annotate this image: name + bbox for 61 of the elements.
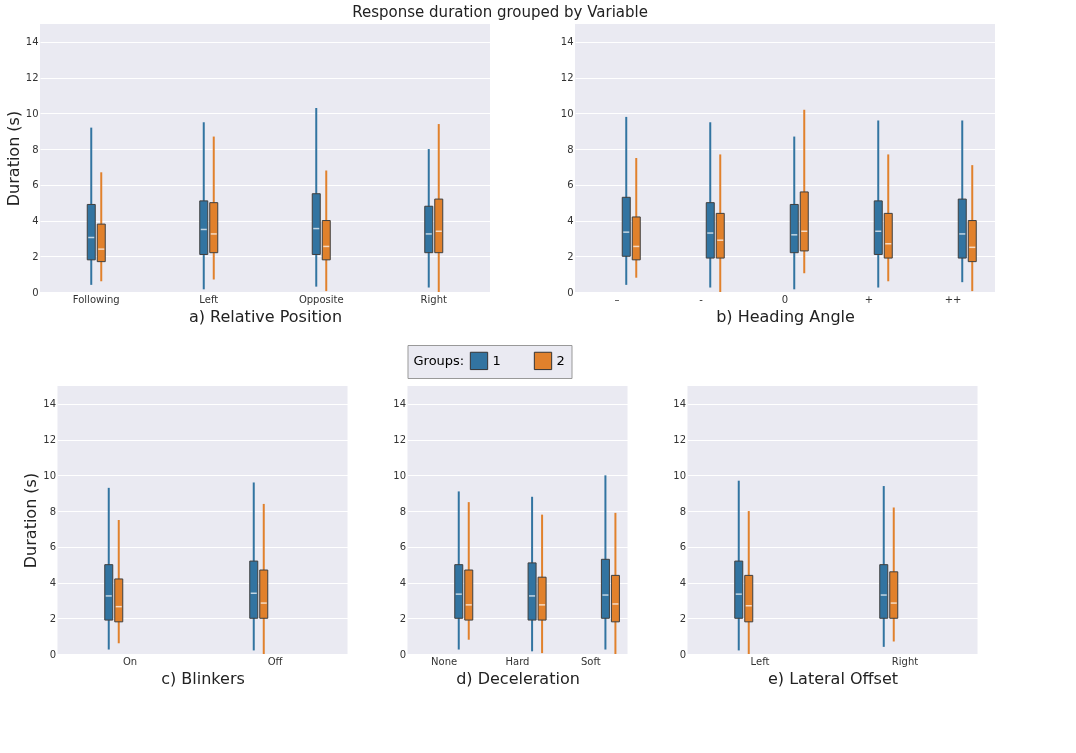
x-tick-label: On	[122, 655, 138, 667]
x-axis-title: d) Deceleration	[456, 668, 580, 688]
x-tick-label: Soft	[580, 655, 601, 667]
y-tick-label: 2	[399, 612, 406, 624]
x-tick-label: +	[864, 293, 874, 305]
x-tick-label: -	[699, 293, 704, 305]
y-tick-label: 8	[399, 505, 406, 517]
y-tick-label: 6	[32, 179, 39, 191]
y-axis-title: Duration (s)	[3, 110, 23, 207]
y-tick-label: 14	[43, 398, 56, 410]
x-axis-title: c) Blinkers	[161, 668, 245, 688]
legend-label: 1	[492, 352, 501, 368]
x-tick-label: None	[431, 655, 458, 667]
y-tick-label: 2	[49, 612, 56, 624]
x-tick-label: Off	[267, 655, 284, 667]
y-tick-label: 8	[567, 143, 574, 155]
y-tick-label: 14	[393, 398, 406, 410]
y-tick-label: 14	[560, 36, 574, 48]
y-tick-label: 8	[679, 505, 686, 517]
y-tick-label: 4	[679, 577, 686, 589]
x-tick-label: Left	[199, 293, 219, 305]
y-tick-label: 14	[673, 398, 686, 410]
y-tick-label: 8	[32, 143, 39, 155]
y-tick-label: 10	[25, 107, 39, 119]
y-tick-label: 10	[560, 107, 574, 119]
y-tick-label: 4	[567, 215, 574, 227]
y-axis-title: Duration (s)	[21, 472, 41, 569]
y-tick-label: 2	[567, 250, 574, 262]
y-tick-label: 6	[399, 541, 406, 553]
x-axis-title: b) Heading Angle	[716, 306, 855, 326]
x-tick-label: Opposite	[298, 293, 344, 305]
y-tick-label: 12	[673, 434, 686, 446]
y-tick-label: 12	[560, 72, 574, 84]
x-tick-label: Left	[750, 655, 770, 667]
y-tick-label: 4	[49, 577, 56, 589]
chart-title: Response duration grouped by Variable	[352, 3, 648, 21]
y-tick-label: 6	[567, 179, 574, 191]
y-tick-label: 4	[399, 577, 406, 589]
x-tick-label: Right	[891, 655, 919, 667]
y-tick-label: 12	[25, 72, 39, 84]
x-tick-label: Right	[420, 293, 447, 305]
x-tick-label: 0	[781, 293, 789, 305]
x-tick-label: Following	[72, 293, 120, 305]
y-tick-label: 12	[393, 434, 406, 446]
y-tick-label: 4	[32, 215, 39, 227]
y-tick-label: 2	[679, 612, 686, 624]
y-tick-label: 10	[393, 469, 406, 481]
x-tick-label: ++	[944, 293, 962, 305]
y-tick-label: 10	[673, 469, 686, 481]
x-tick-label: –	[614, 293, 620, 305]
y-tick-label: 6	[679, 541, 686, 553]
y-tick-label: 8	[49, 505, 56, 517]
legend-title: Groups:	[413, 353, 465, 368]
y-tick-label: 10	[43, 469, 56, 481]
x-axis-title: a) Relative Position	[188, 306, 343, 326]
x-tick-label: Hard	[505, 655, 530, 667]
x-axis-title: e) Lateral Offset	[768, 668, 898, 688]
y-tick-label: 14	[25, 36, 39, 48]
y-tick-label: 12	[43, 434, 56, 446]
y-tick-label: 2	[32, 250, 39, 262]
y-tick-label: 6	[49, 541, 56, 553]
